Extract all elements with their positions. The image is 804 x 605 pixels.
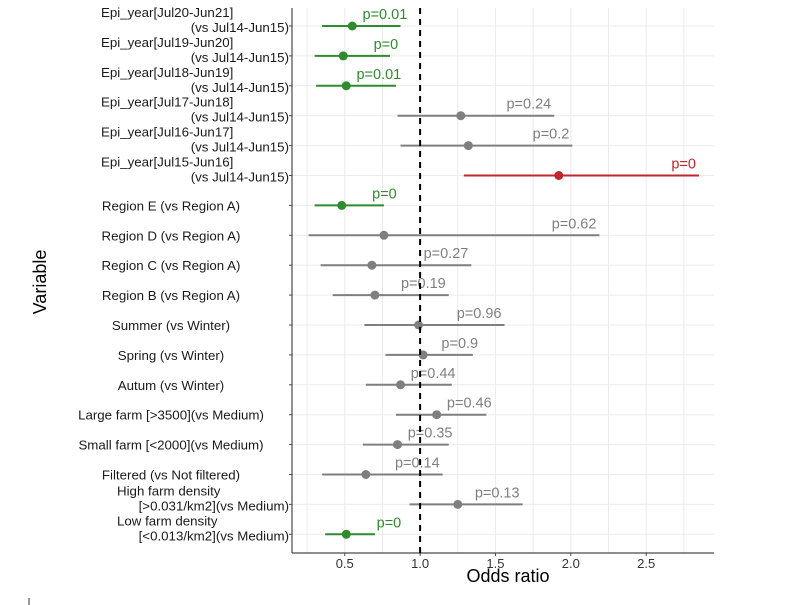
row-label: Low farm density [117,513,218,528]
row-label: Epi_year[Jul18-Jun19] [101,65,233,80]
p-value-label: p=0 [372,186,397,202]
row-label-reference: (vs Jul14-Jun15) [191,110,289,125]
y-axis-labels: Epi_year[Jul20-Jun21](vs Jul14-Jun15)Epi… [78,5,292,543]
odds-ratio-point [337,200,347,210]
p-value-label: p=0.35 [408,426,453,442]
row-label-reference: [<0.013/km2](vs Medium) [139,528,289,543]
x-axis-title: Odds ratio [466,566,549,586]
p-value-label: p=0 [377,515,402,531]
row-label-reference: (vs Jul14-Jun15) [191,20,289,35]
p-value-label: p=0.9 [441,336,478,352]
odds-ratio-point [379,230,389,240]
x-axis-ticks: 0.5 1.0 1.5 2.0 2.5 [336,553,655,571]
x-tick-label: 2.5 [637,556,655,571]
x-tick-label: 1.5 [486,556,504,571]
p-value-label: p=0.14 [395,456,440,472]
y-axis-title: Variable [30,250,50,315]
p-value-label: p=0.19 [401,276,446,292]
odds-ratio-point [456,111,466,121]
row-label: Region C (vs Region A) [102,258,241,273]
x-tick-label: 0.5 [336,556,354,571]
row-label: Epi_year[Jul17-Jun18] [101,95,233,110]
row-label: Summer (vs Winter) [112,318,230,333]
row-label-reference: (vs Jul14-Jun15) [191,50,289,65]
estimates: p=0.01 p=0 p=0.01 p=0.24 p=0.2 p=0 p=0 p=0.62 p=… [308,7,699,539]
p-value-label: p=0 [671,157,696,173]
row-label: Filtered (vs Not filtered) [102,468,240,483]
row-label: Autum (vs Winter) [118,378,224,393]
row-label: Region B (vs Region A) [102,288,240,303]
p-value-label: p=0.46 [447,396,492,412]
row-label: Epi_year[Jul20-Jun21] [101,5,233,20]
row-label: High farm density [117,483,221,498]
p-value-label: p=0 [374,37,399,53]
row-label: Region E (vs Region A) [102,198,240,213]
odds-ratio-point [463,141,473,151]
odds-ratio-point [453,499,463,509]
odds-ratio-point [393,440,402,450]
p-value-label: p=0.62 [552,216,597,232]
p-value-label: p=0.01 [363,7,408,23]
odds-ratio-point [367,260,377,270]
odds-ratio-point [432,410,442,420]
p-value-label: p=0.13 [475,485,520,501]
row-label: Epi_year[Jul15-Jun16] [101,155,233,170]
row-label-reference: [>0.031/km2](vs Medium) [139,498,289,513]
row-label: Epi_year[Jul19-Jun20] [101,35,233,50]
x-tick-label: 2.0 [562,556,580,571]
row-label: Large farm [>3500](vs Medium) [78,408,264,423]
p-value-label: p=0.44 [411,366,456,382]
odds-ratio-point [338,51,348,61]
odds-ratio-point [347,21,357,31]
x-tick-label: 1.0 [411,556,429,571]
row-label: Epi_year[Jul16-Jun17] [101,125,233,140]
p-value-label: p=0.27 [424,246,469,262]
p-value-label: p=0.96 [457,306,502,322]
odds-ratio-point [341,81,351,91]
row-label-reference: (vs Jul14-Jun15) [191,80,289,95]
row-label-reference: (vs Jul14-Jun15) [191,140,289,155]
grid [292,8,714,553]
p-value-label: p=0.24 [506,97,551,113]
row-label-reference: (vs Jul14-Jun15) [191,170,289,185]
odds-ratio-point [361,470,371,479]
p-value-label: p=0.2 [533,127,570,143]
p-value-label: p=0.01 [356,67,401,83]
odds-ratio-point [370,290,380,300]
odds-ratio-point [396,380,406,390]
odds-ratio-point [341,529,351,539]
axes [291,8,714,554]
odds-ratio-point [554,171,564,180]
odds-ratio-point [414,320,424,330]
row-label: Region D (vs Region A) [102,228,241,243]
row-label: Small farm [<2000](vs Medium) [78,438,263,453]
row-label: Spring (vs Winter) [118,348,224,363]
